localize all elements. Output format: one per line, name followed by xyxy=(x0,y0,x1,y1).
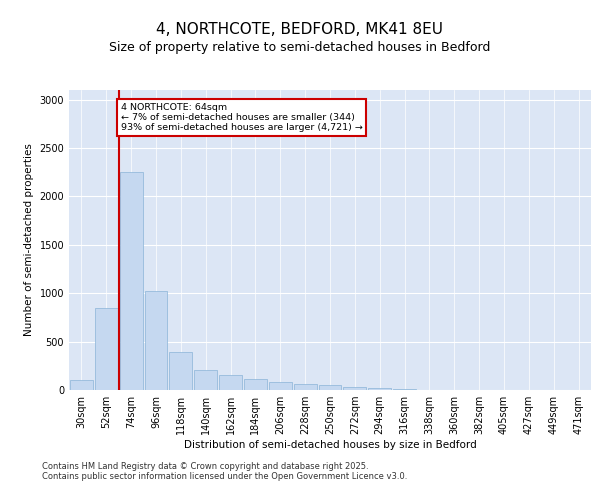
Text: 4 NORTHCOTE: 64sqm
← 7% of semi-detached houses are smaller (344)
93% of semi-de: 4 NORTHCOTE: 64sqm ← 7% of semi-detached… xyxy=(121,102,362,132)
Y-axis label: Number of semi-detached properties: Number of semi-detached properties xyxy=(24,144,34,336)
Bar xyxy=(244,380,267,390)
Bar xyxy=(319,385,341,390)
Bar xyxy=(145,292,167,390)
Text: 4, NORTHCOTE, BEDFORD, MK41 8EU: 4, NORTHCOTE, BEDFORD, MK41 8EU xyxy=(157,22,443,38)
Bar xyxy=(219,375,242,390)
Bar xyxy=(169,352,192,390)
Bar xyxy=(70,380,93,390)
Text: Size of property relative to semi-detached houses in Bedford: Size of property relative to semi-detach… xyxy=(109,41,491,54)
X-axis label: Distribution of semi-detached houses by size in Bedford: Distribution of semi-detached houses by … xyxy=(184,440,476,450)
Bar xyxy=(269,382,292,390)
Bar xyxy=(393,389,416,390)
Bar xyxy=(368,388,391,390)
Bar xyxy=(120,172,143,390)
Bar xyxy=(294,384,317,390)
Bar xyxy=(194,370,217,390)
Bar xyxy=(343,386,366,390)
Bar xyxy=(95,308,118,390)
Text: Contains HM Land Registry data © Crown copyright and database right 2025.
Contai: Contains HM Land Registry data © Crown c… xyxy=(42,462,407,481)
